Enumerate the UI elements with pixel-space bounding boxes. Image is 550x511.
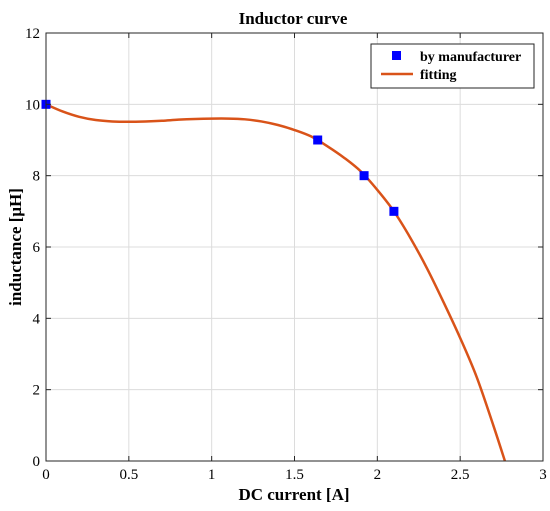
legend-marker-manufacturer xyxy=(392,51,401,60)
legend: by manufacturer fitting xyxy=(370,43,535,89)
data-point-manufacturer xyxy=(359,171,369,181)
y-tick-label: 12 xyxy=(25,26,40,42)
y-axis-label: inductance [μH] xyxy=(6,188,25,306)
x-tick-label: 1 xyxy=(208,467,216,483)
legend-label-manufacturer: by manufacturer xyxy=(420,50,521,65)
chart-title: Inductor curve xyxy=(239,9,348,28)
x-axis-label: DC current [A] xyxy=(238,485,349,504)
x-tick-label: 2.5 xyxy=(451,467,470,483)
y-tick-label: 8 xyxy=(33,169,41,185)
y-tick-label: 4 xyxy=(33,311,41,327)
y-tick-label: 0 xyxy=(33,454,41,470)
x-tick-label: 2 xyxy=(374,467,382,483)
x-tick-label: 1.5 xyxy=(285,467,304,483)
x-tick-label: 0.5 xyxy=(119,467,138,483)
axis-ticks: 0 0.5 1 1.5 2 2.5 3 0 2 4 6 8 10 12 xyxy=(25,26,547,483)
series-line-fitting xyxy=(45,103,507,462)
y-tick-label: 6 xyxy=(33,240,41,256)
x-tick-label: 3 xyxy=(539,467,547,483)
x-tick-label: 0 xyxy=(42,467,50,483)
y-tick-label: 10 xyxy=(25,97,40,113)
legend-label-fitting: fitting xyxy=(420,68,457,83)
y-tick-label: 2 xyxy=(33,383,41,399)
data-point-manufacturer xyxy=(313,135,323,145)
data-point-manufacturer xyxy=(389,206,399,216)
